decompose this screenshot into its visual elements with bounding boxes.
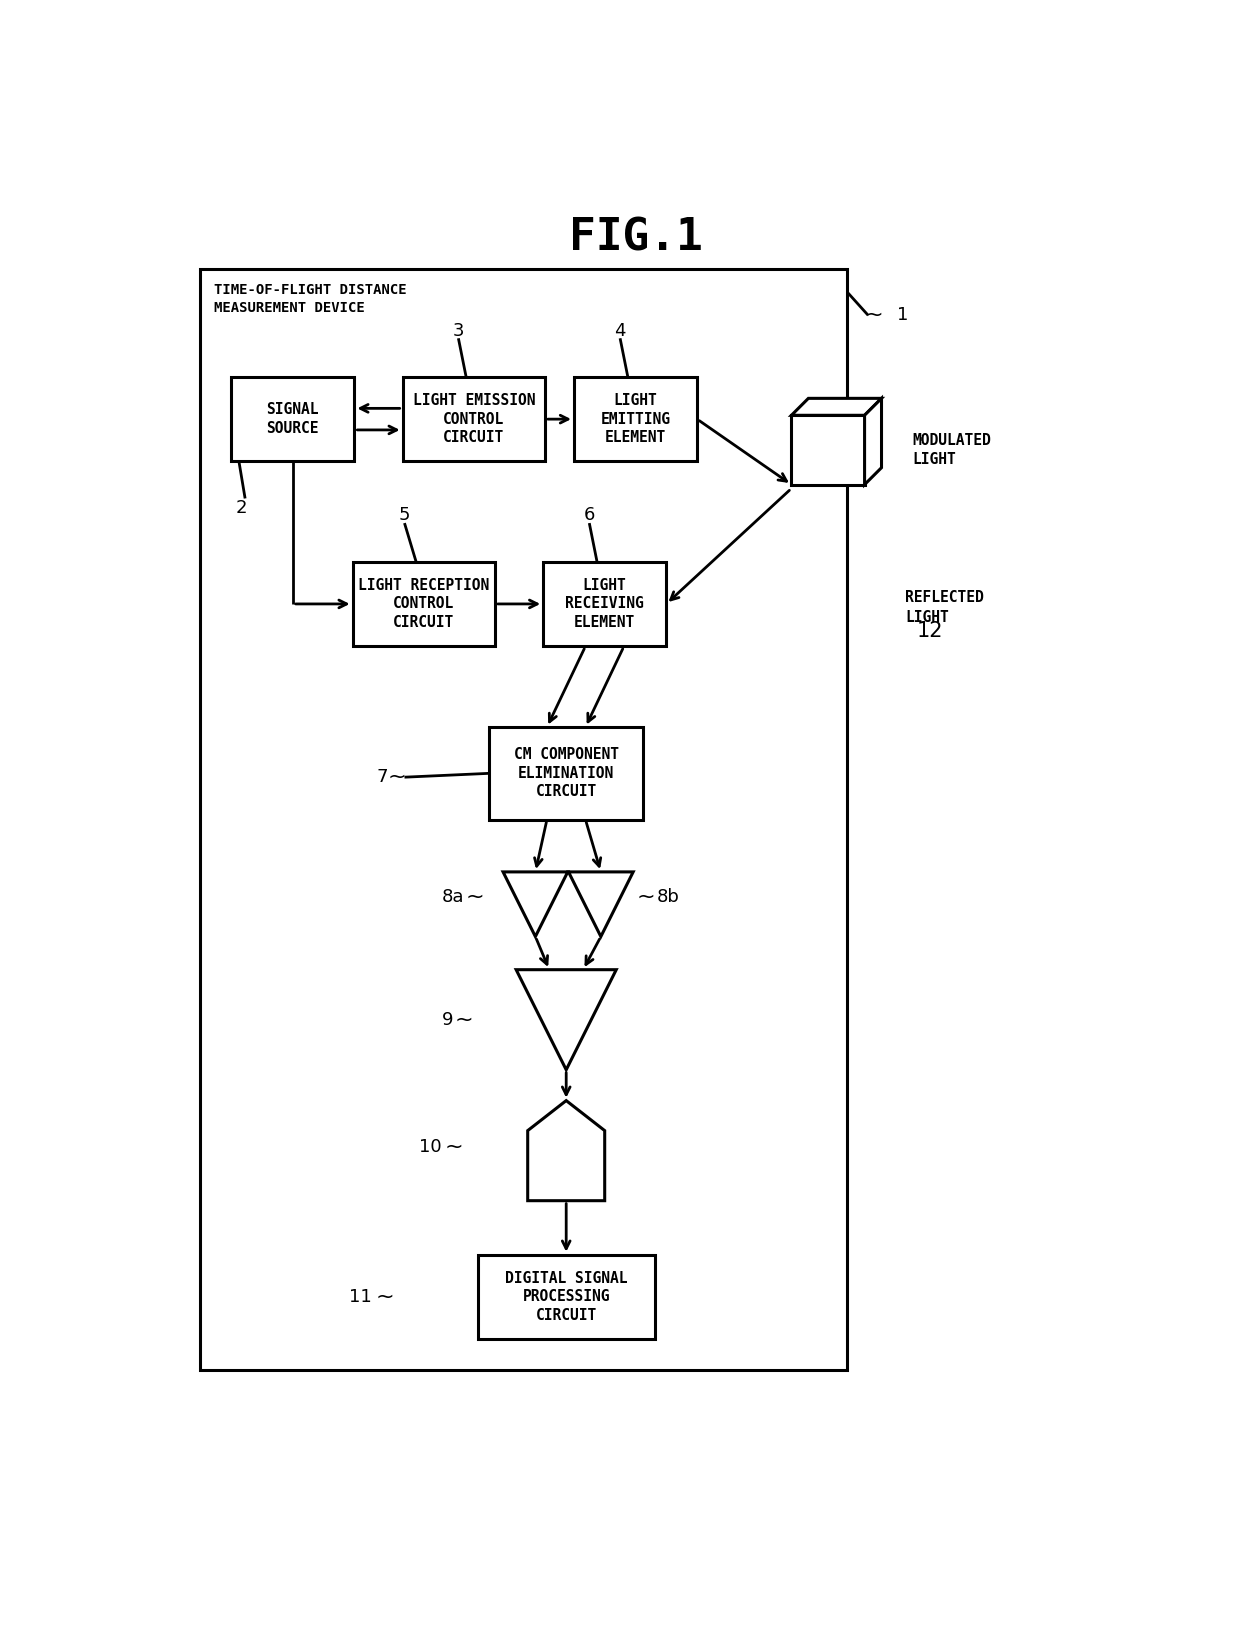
Text: 2: 2 xyxy=(236,499,247,517)
Text: 3: 3 xyxy=(453,322,464,339)
Text: REFLECTED
LIGHT: REFLECTED LIGHT xyxy=(905,591,983,625)
Text: ~: ~ xyxy=(387,767,407,787)
Polygon shape xyxy=(864,398,882,485)
Text: ~: ~ xyxy=(864,305,884,325)
Text: ~: ~ xyxy=(376,1288,394,1307)
Bar xyxy=(352,561,495,646)
Bar xyxy=(403,377,546,462)
Text: 8a: 8a xyxy=(441,888,465,906)
Text: ~: ~ xyxy=(444,1138,463,1157)
Text: ~: ~ xyxy=(636,886,655,906)
Text: MODULATED
LIGHT: MODULATED LIGHT xyxy=(913,432,992,467)
Text: LIGHT
EMITTING
ELEMENT: LIGHT EMITTING ELEMENT xyxy=(600,393,671,446)
Polygon shape xyxy=(791,398,882,415)
Text: 8b: 8b xyxy=(656,888,680,906)
Text: 11: 11 xyxy=(350,1288,372,1306)
Polygon shape xyxy=(503,871,568,937)
Bar xyxy=(574,377,697,462)
Text: LIGHT EMISSION
CONTROL
CIRCUIT: LIGHT EMISSION CONTROL CIRCUIT xyxy=(413,393,534,446)
Text: CM COMPONENT
ELIMINATION
CIRCUIT: CM COMPONENT ELIMINATION CIRCUIT xyxy=(513,747,619,800)
Text: ~: ~ xyxy=(466,886,485,906)
Text: 1: 1 xyxy=(898,307,909,325)
Text: DIGITAL SIGNAL
PROCESSING
CIRCUIT: DIGITAL SIGNAL PROCESSING CIRCUIT xyxy=(505,1271,627,1324)
Text: 6: 6 xyxy=(584,506,595,524)
Bar xyxy=(201,269,847,1371)
Text: 9: 9 xyxy=(441,1010,453,1028)
Polygon shape xyxy=(528,1100,605,1201)
Polygon shape xyxy=(516,969,616,1071)
Text: 4: 4 xyxy=(614,322,626,339)
Polygon shape xyxy=(568,871,634,937)
Bar xyxy=(791,415,864,485)
Bar xyxy=(477,1255,655,1340)
Text: SIGNAL
SOURCE: SIGNAL SOURCE xyxy=(267,403,319,436)
Text: 12: 12 xyxy=(916,620,944,641)
Text: LIGHT
RECEIVING
ELEMENT: LIGHT RECEIVING ELEMENT xyxy=(565,578,644,630)
Bar xyxy=(543,561,666,646)
Text: 7: 7 xyxy=(376,769,388,787)
Bar xyxy=(231,377,355,462)
Text: FIG.1: FIG.1 xyxy=(569,217,702,259)
Bar xyxy=(490,728,644,819)
Text: LIGHT RECEPTION
CONTROL
CIRCUIT: LIGHT RECEPTION CONTROL CIRCUIT xyxy=(358,578,490,630)
Text: TIME-OF-FLIGHT DISTANCE
MEASUREMENT DEVICE: TIME-OF-FLIGHT DISTANCE MEASUREMENT DEVI… xyxy=(215,282,407,315)
Text: 10: 10 xyxy=(419,1138,441,1155)
Text: ~: ~ xyxy=(455,1010,474,1030)
Text: 5: 5 xyxy=(399,506,410,524)
